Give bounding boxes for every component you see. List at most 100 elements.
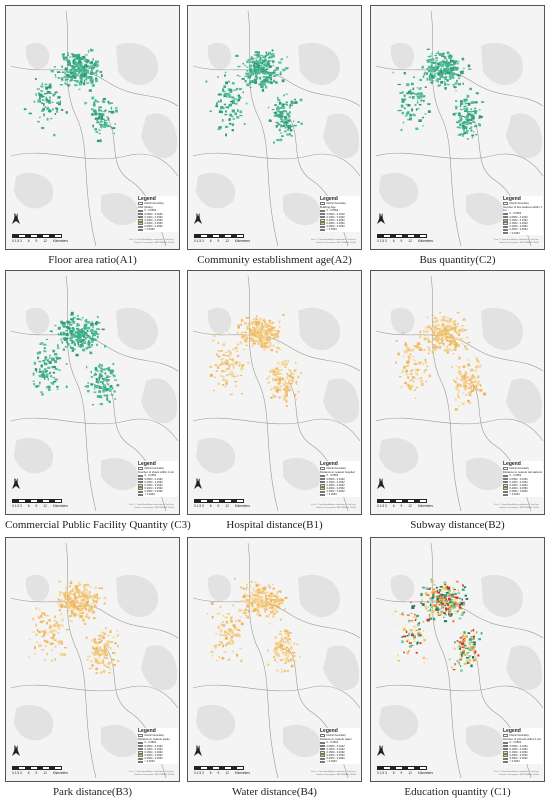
community-parcel	[279, 138, 283, 142]
community-parcel	[464, 116, 467, 118]
community-parcel	[61, 79, 64, 82]
legend-title: Legend	[503, 728, 521, 734]
legend-class-label: 0.1063 - 0.1562	[326, 480, 345, 484]
legend-class-label: > 0.3063	[326, 760, 337, 764]
community-parcel	[257, 594, 259, 598]
community-parcel	[287, 369, 290, 371]
legend-class-label: 0.0563 - 0.1062	[509, 744, 528, 748]
community-parcel	[395, 340, 398, 342]
community-parcel	[69, 596, 72, 598]
community-parcel	[454, 601, 457, 604]
community-parcel	[264, 324, 267, 328]
community-parcel	[253, 324, 256, 326]
legend-boundary-label: District boundary	[509, 467, 529, 471]
community-parcel	[108, 640, 112, 643]
panel-caption: Subway distance(B2)	[410, 519, 505, 531]
community-parcel	[404, 342, 407, 345]
community-parcel	[472, 384, 474, 387]
community-parcel	[50, 659, 54, 662]
community-parcel	[284, 120, 288, 124]
community-parcel	[407, 384, 410, 386]
community-parcel	[62, 56, 65, 60]
community-parcel	[107, 646, 110, 649]
community-parcel	[450, 349, 453, 352]
community-parcel	[82, 591, 85, 594]
community-parcel	[88, 66, 91, 70]
community-parcel	[225, 94, 228, 97]
community-parcel	[217, 350, 221, 352]
community-parcel	[467, 113, 470, 116]
community-parcel	[439, 329, 442, 332]
community-parcel	[237, 633, 241, 636]
community-parcel	[65, 586, 67, 590]
community-parcel	[83, 341, 87, 344]
land-patch	[481, 574, 523, 618]
community-parcel	[73, 71, 75, 74]
community-parcel	[461, 646, 464, 648]
community-parcel	[61, 65, 63, 68]
community-parcel	[465, 123, 468, 125]
community-parcel	[77, 314, 79, 318]
community-parcel	[73, 612, 76, 615]
community-parcel	[249, 71, 252, 73]
community-parcel	[83, 596, 86, 599]
community-parcel	[446, 63, 448, 67]
community-parcel	[460, 636, 463, 638]
community-parcel	[460, 103, 464, 105]
community-parcel	[265, 334, 268, 336]
community-parcel	[96, 343, 98, 347]
community-parcel	[103, 596, 107, 600]
community-parcel	[95, 64, 98, 68]
community-parcel	[468, 388, 472, 390]
legend-class-row: > 0.3063	[320, 493, 360, 496]
community-parcel	[85, 385, 90, 388]
legend-title: Legend	[138, 728, 156, 734]
community-parcel	[52, 108, 54, 111]
legend-class-label: 0.1563 - 0.2062	[326, 750, 345, 754]
community-parcel	[214, 364, 217, 366]
community-parcel	[225, 362, 229, 365]
community-parcel	[44, 629, 47, 632]
map-credit: Esri, © OpenStreetMap contributors, TomT…	[494, 771, 539, 776]
community-parcel	[463, 601, 465, 604]
community-parcel	[85, 347, 88, 350]
community-parcel	[461, 121, 465, 124]
legend-swatch	[138, 748, 143, 751]
community-parcel	[458, 645, 461, 648]
district-boundary	[247, 10, 279, 247]
community-parcel	[79, 344, 83, 346]
legend-swatch	[503, 474, 508, 478]
legend-class-row: 0.1563 - 0.2062	[138, 484, 178, 487]
community-parcel	[112, 374, 114, 376]
community-parcel	[68, 320, 70, 322]
community-parcel	[108, 369, 112, 372]
community-parcel	[244, 608, 248, 612]
community-parcel	[102, 670, 106, 673]
community-parcel	[285, 101, 288, 104]
community-parcel	[429, 617, 433, 620]
community-parcel	[401, 91, 404, 94]
community-parcel	[258, 66, 261, 69]
community-parcel	[256, 604, 260, 606]
community-parcel	[454, 112, 458, 114]
community-parcel	[39, 94, 43, 97]
community-parcel	[258, 605, 262, 607]
community-parcel	[409, 629, 413, 632]
community-parcel	[28, 638, 31, 641]
community-parcel	[285, 388, 290, 392]
legend-class-label: 0.0563 - 0.1062	[326, 212, 345, 216]
community-parcel	[235, 634, 239, 637]
community-parcel	[35, 641, 39, 643]
community-parcel	[78, 609, 80, 611]
legend-boundary-row: District boundary	[138, 467, 178, 470]
community-parcel	[106, 645, 108, 647]
legend-class-row: 0.2563 - 0.3062	[138, 490, 178, 493]
community-parcel	[268, 341, 272, 345]
community-parcel	[453, 596, 457, 598]
community-parcel	[275, 69, 279, 71]
community-parcel	[254, 54, 257, 56]
community-parcel	[402, 628, 406, 631]
community-parcel	[260, 331, 262, 334]
community-parcel	[458, 333, 461, 337]
community-parcel	[273, 608, 277, 612]
